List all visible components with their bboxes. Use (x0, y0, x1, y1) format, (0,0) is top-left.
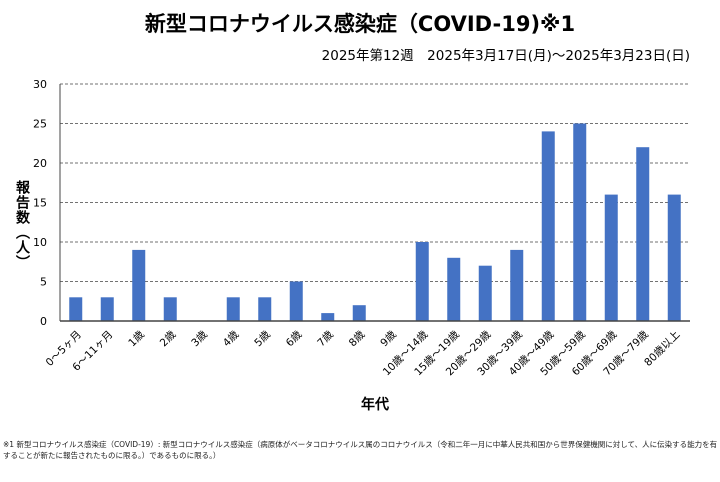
bar (636, 147, 650, 321)
x-tick-label: 3歳 (189, 328, 210, 349)
bar (289, 281, 303, 321)
bar (510, 249, 524, 321)
bar (321, 313, 335, 321)
bar (226, 297, 240, 321)
chart-subtitle: 2025年第12週 2025年3月17日(月)～2025年3月23日(日) (321, 48, 690, 64)
x-tick-label: 4歳 (221, 328, 242, 349)
bar (604, 194, 618, 321)
bar (69, 297, 83, 321)
y-tick-label: 5 (40, 276, 47, 289)
y-tick-label: 0 (40, 315, 47, 328)
x-tick-label: 6歳 (284, 328, 305, 349)
x-tick-label: 8歳 (347, 328, 368, 349)
y-tick-label: 30 (33, 78, 47, 91)
bar (573, 123, 587, 321)
bar (447, 257, 461, 321)
y-tick-label: 15 (33, 197, 47, 210)
y-tick-label: 25 (33, 118, 47, 131)
bar (667, 194, 681, 321)
bar (478, 265, 492, 321)
x-tick-label: 7歳 (315, 328, 336, 349)
bar (100, 297, 114, 321)
bar (352, 305, 366, 321)
x-axis-label: 年代 (361, 397, 389, 413)
x-tick-label: 5歳 (252, 328, 273, 349)
chart-title: 新型コロナウイルス感染症（COVID-19)※1 (144, 12, 576, 36)
bar (415, 242, 429, 321)
x-tick-label: 1歳 (126, 328, 147, 349)
bar (258, 297, 272, 321)
x-tick-label: 2歳 (158, 328, 179, 349)
footnote: ※1 新型コロナウイルス感染症（COVID-19）: 新型コロナウイルス感染症（… (3, 440, 718, 460)
bar (132, 249, 146, 321)
y-tick-label: 20 (33, 157, 47, 170)
y-axis-label: 報告数（人） (14, 180, 30, 270)
bar (163, 297, 177, 321)
bar (541, 131, 555, 321)
x-tick-label: 9歳 (378, 328, 399, 349)
y-tick-label: 10 (33, 236, 47, 249)
